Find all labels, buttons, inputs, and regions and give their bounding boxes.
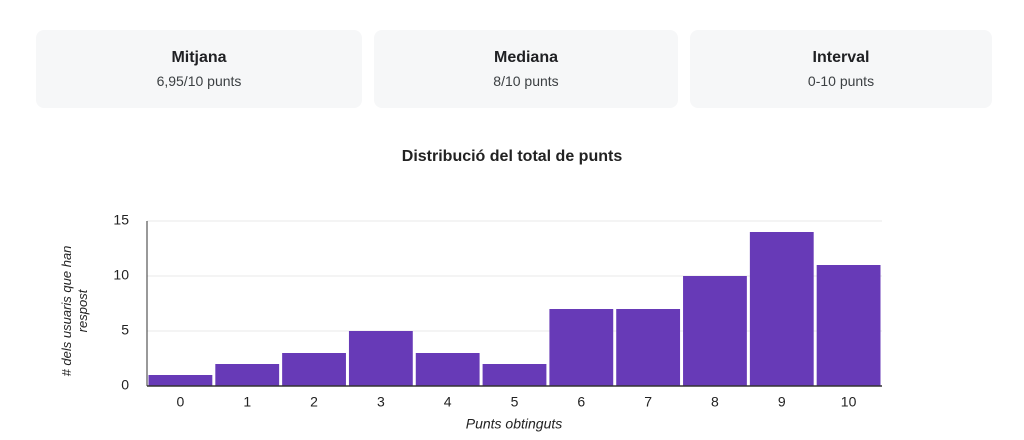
stat-value: 6,95/10 punts bbox=[156, 73, 242, 89]
x-tick-label: 0 bbox=[177, 394, 185, 410]
stat-label: Mediana bbox=[493, 49, 558, 66]
x-tick-label: 10 bbox=[841, 394, 857, 410]
y-tick-label: 0 bbox=[121, 377, 129, 393]
stat-card: Interval 0-10 punts bbox=[690, 30, 992, 108]
y-tick-label: 15 bbox=[113, 212, 129, 228]
stat-value: 8/10 punts bbox=[493, 73, 559, 89]
chart-title: Distribució del total de punts bbox=[402, 148, 623, 165]
stat-label: Interval bbox=[812, 49, 870, 66]
bar bbox=[816, 265, 881, 386]
y-axis-label: # dels usuaris que han respost bbox=[59, 245, 90, 377]
y-tick-label: 5 bbox=[121, 322, 129, 338]
bar bbox=[482, 364, 547, 386]
x-tick-label: 1 bbox=[243, 394, 251, 410]
stat-label: Mitjana bbox=[171, 49, 227, 66]
bar bbox=[415, 353, 480, 386]
stat-value: 0-10 punts bbox=[807, 73, 875, 89]
x-tick-label: 4 bbox=[444, 394, 452, 410]
stat-card: Mitjana 6,95/10 punts bbox=[36, 30, 362, 108]
stat-card: Mediana 8/10 punts bbox=[374, 30, 678, 108]
x-tick-label: 6 bbox=[577, 394, 585, 410]
bar bbox=[549, 309, 614, 386]
bar bbox=[215, 364, 280, 386]
x-tick-label: 8 bbox=[711, 394, 719, 410]
bar bbox=[616, 309, 681, 386]
x-tick-label: 2 bbox=[310, 394, 318, 410]
x-axis-label: Punts obtinguts bbox=[466, 416, 563, 432]
x-tick-label: 3 bbox=[377, 394, 385, 410]
bar bbox=[749, 232, 814, 386]
bar bbox=[683, 276, 747, 386]
x-tick-label: 7 bbox=[644, 394, 652, 410]
bar bbox=[282, 353, 346, 386]
x-tick-label: 5 bbox=[511, 394, 519, 410]
bar bbox=[148, 375, 213, 386]
x-tick-label: 9 bbox=[778, 394, 786, 410]
y-tick-label: 10 bbox=[113, 267, 129, 283]
bar bbox=[348, 331, 413, 386]
